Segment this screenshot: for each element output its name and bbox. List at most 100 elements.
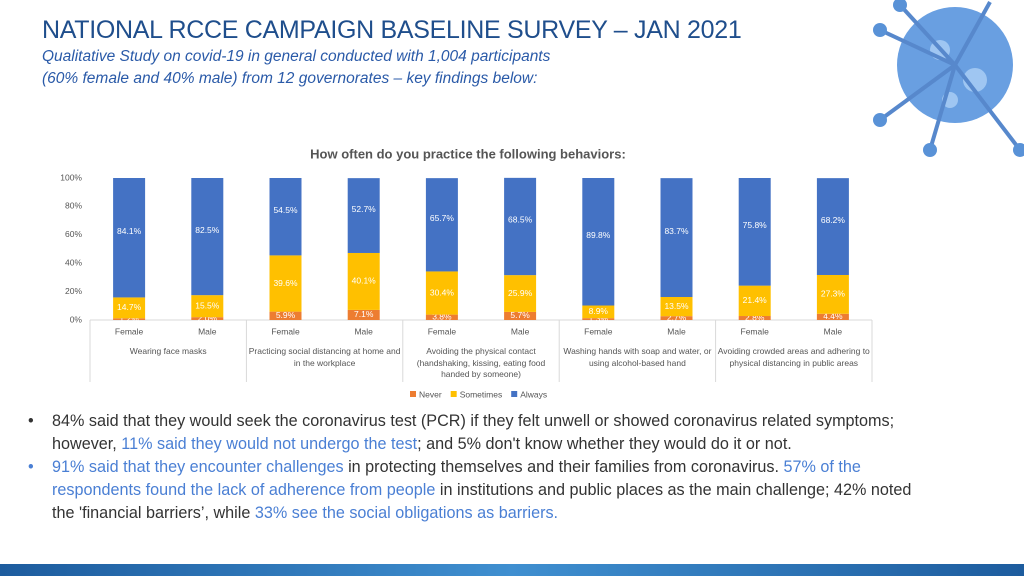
bar-segment xyxy=(816,274,849,314)
value-label: 52.7% xyxy=(352,204,377,214)
group-label: Avoiding the physical contact (handshaki… xyxy=(416,346,546,379)
bar-segment xyxy=(347,309,380,320)
bar-segment xyxy=(738,178,771,286)
group-label: Wearing face masks xyxy=(129,346,207,356)
chart-title: How often do you practice the following … xyxy=(310,146,626,161)
bar-segment xyxy=(504,311,537,320)
bar-segment xyxy=(660,178,693,297)
bar-segment xyxy=(347,252,380,310)
value-label: 15.5% xyxy=(195,300,220,310)
x-tick-label: Female xyxy=(115,326,144,336)
value-label: 4.4% xyxy=(823,311,843,321)
bar-segment xyxy=(269,311,302,320)
value-label: 54.5% xyxy=(273,205,298,215)
x-tick-label: Male xyxy=(198,326,217,336)
bar-segment xyxy=(582,305,615,319)
x-tick-label: Female xyxy=(741,326,770,336)
bar-segment xyxy=(347,178,380,253)
value-label: 1.3% xyxy=(589,313,609,323)
legend-label: Sometimes xyxy=(460,389,503,399)
value-label: 13.5% xyxy=(664,301,689,311)
x-tick-label: Female xyxy=(271,326,300,336)
value-label: 3.8% xyxy=(432,312,452,322)
bar-segment xyxy=(582,178,615,306)
y-tick-label: 40% xyxy=(65,257,82,267)
value-label: 39.6% xyxy=(273,278,298,288)
x-tick-label: Female xyxy=(584,326,613,336)
bar-segment xyxy=(738,316,771,320)
x-tick-label: Male xyxy=(824,326,843,336)
bar-segment xyxy=(738,285,771,317)
value-label: 40.1% xyxy=(352,276,377,286)
group-label: Washing hands with soap and water, or us… xyxy=(563,346,712,368)
legend-swatch xyxy=(511,391,518,397)
bar-segment xyxy=(660,316,693,320)
bar-segment xyxy=(191,178,224,296)
value-label: 83.7% xyxy=(664,226,689,236)
bar-segment xyxy=(269,178,302,256)
y-tick-label: 80% xyxy=(65,201,82,211)
bar-segment xyxy=(191,317,224,320)
bullet-text: 91% said that they encounter challenges xyxy=(52,458,344,476)
bar-segment xyxy=(425,178,458,272)
y-tick-label: 20% xyxy=(65,286,82,296)
bar-segment xyxy=(660,296,693,317)
x-tick-label: Male xyxy=(354,326,373,336)
subtitle: Qualitative Study on covid-19 in general… xyxy=(42,48,551,65)
group-label: Practicing social distancing at home and… xyxy=(248,346,401,368)
value-label: 68.2% xyxy=(821,215,846,225)
value-label: 27.3% xyxy=(821,289,846,299)
bullet-text: in institutions and public places as the… xyxy=(52,481,912,522)
bar-segment xyxy=(504,275,537,312)
bullet-text: 57% of the respondents found the lack of… xyxy=(52,458,861,499)
bullet-item: 91% said that they encounter challenges … xyxy=(26,456,926,525)
y-tick-label: 0% xyxy=(70,314,83,324)
bar-segment xyxy=(504,177,537,276)
bullet-text: 33% see the social obligations as barrie… xyxy=(254,504,559,522)
value-label: 1.2% xyxy=(119,313,139,323)
value-label: 8.9% xyxy=(589,306,609,316)
value-label: 25.9% xyxy=(508,288,533,298)
bullet-text: 11% said they would not undergo the test xyxy=(121,435,418,453)
legend-swatch xyxy=(450,391,457,397)
value-label: 82.5% xyxy=(195,225,220,235)
bullet-text: ; and 5% don't know whether they would d… xyxy=(417,435,792,453)
bar-segment xyxy=(191,295,224,318)
bullet-text: in protecting themselves and their famil… xyxy=(343,458,784,476)
group-label: Avoiding crowded areas and adhering to p… xyxy=(717,346,870,368)
x-tick-label: Male xyxy=(667,326,686,336)
virus-decoration xyxy=(873,0,1024,157)
bullet-list: 84% said that they would seek the corona… xyxy=(26,410,926,525)
value-label: 75.8% xyxy=(743,220,768,230)
x-tick-label: Female xyxy=(428,326,457,336)
bar-segment xyxy=(425,314,458,320)
value-label: 14.7% xyxy=(117,302,142,312)
value-label: 5.9% xyxy=(276,310,296,320)
slide-title: NATIONAL RCCE CAMPAIGN BASELINE SURVEY –… xyxy=(42,16,742,44)
value-label: 21.4% xyxy=(743,295,768,305)
bar-segment xyxy=(816,313,849,320)
legend-label: Always xyxy=(520,389,547,399)
chart: How often do you practice the following … xyxy=(60,0,1024,399)
value-label: 2.7% xyxy=(667,312,687,322)
y-tick-label: 100% xyxy=(60,172,82,182)
value-label: 89.8% xyxy=(586,230,611,240)
bar-segment xyxy=(113,318,146,320)
value-label: 30.4% xyxy=(430,287,455,297)
value-label: 84.1% xyxy=(117,226,142,236)
value-label: 68.5% xyxy=(508,215,533,225)
bar-segment xyxy=(816,178,849,275)
subtitle: (60% female and 40% male) from 12 govern… xyxy=(42,70,538,87)
bar-segment xyxy=(113,178,146,298)
value-label: 65.7% xyxy=(430,213,455,223)
value-label: 5.7% xyxy=(510,310,530,320)
bullet-text: 84% said that they would seek the corona… xyxy=(52,412,895,453)
footer-band xyxy=(0,564,1024,576)
bar-segment xyxy=(269,255,302,312)
legend-swatch xyxy=(410,391,416,397)
bar-segment xyxy=(113,297,146,319)
legend-label: Never xyxy=(419,389,442,399)
value-label: 2.8% xyxy=(745,312,765,322)
value-label: 2.0% xyxy=(198,313,218,323)
